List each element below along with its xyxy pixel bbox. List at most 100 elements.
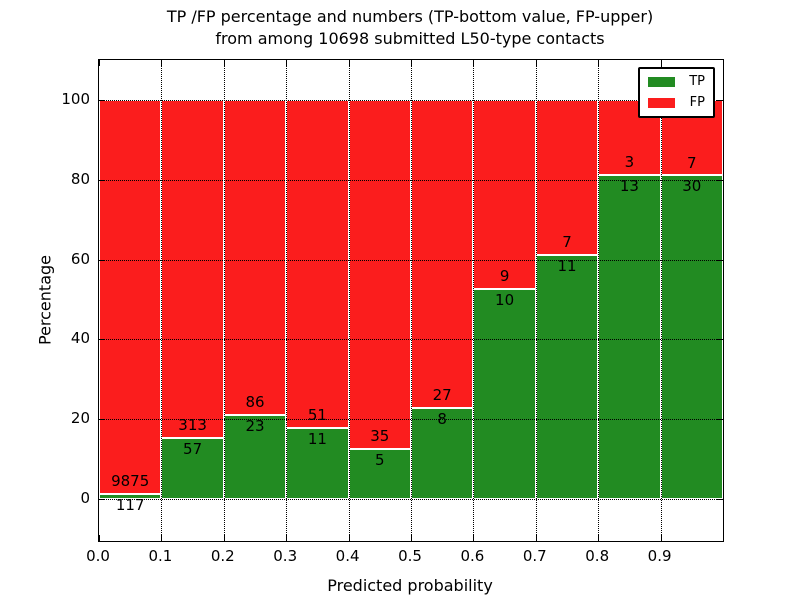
fp-count-label: 27 xyxy=(432,385,452,404)
x-tickmark xyxy=(348,535,350,541)
x-tickmark xyxy=(161,60,163,66)
tp-count-label: 23 xyxy=(245,416,265,435)
vertical-gridline xyxy=(598,60,600,541)
tp-count-label: 13 xyxy=(619,176,639,195)
y-tickmark xyxy=(717,499,723,500)
vertical-gridline xyxy=(286,60,288,541)
x-tickmark xyxy=(223,60,225,66)
x-tick-label: 0.7 xyxy=(522,547,547,565)
chart-title-line2: from among 10698 submitted L50-type cont… xyxy=(215,29,605,48)
chart-title-line1: TP /FP percentage and numbers (TP-bottom… xyxy=(166,7,654,26)
x-tickmark xyxy=(223,535,225,541)
fp-bar-segment xyxy=(473,100,536,289)
legend-label-fp: FP xyxy=(689,95,705,110)
legend-entry-tp: TP xyxy=(648,74,705,89)
fp-bar-segment xyxy=(535,100,599,256)
fp-bar-segment xyxy=(99,100,162,495)
tp-bar-segment xyxy=(473,289,536,499)
fp-bar-segment xyxy=(286,100,349,429)
x-tickmark xyxy=(99,60,100,66)
vertical-gridline xyxy=(660,60,662,541)
fp-count-label: 35 xyxy=(370,427,390,446)
fp-count-label: 9875 xyxy=(111,472,150,491)
vertical-gridline xyxy=(223,60,225,541)
tp-bar-segment xyxy=(99,494,162,499)
x-tick-label: 0.4 xyxy=(335,547,360,565)
legend-entry-fp: FP xyxy=(648,95,705,110)
x-tickmark xyxy=(411,535,412,541)
tp-bar-segment xyxy=(286,428,349,499)
x-tickmark xyxy=(99,535,100,541)
fp-count-label: 7 xyxy=(687,153,697,172)
vertical-gridline xyxy=(535,60,537,541)
fp-count-label: 7 xyxy=(562,233,572,252)
y-tickmark xyxy=(717,259,723,261)
fp-bar-segment xyxy=(411,100,474,408)
x-tick-label: 0.0 xyxy=(86,547,110,565)
fp-swatch-icon xyxy=(648,97,675,108)
x-tickmark xyxy=(286,60,288,66)
tp-bar-segment xyxy=(161,437,224,499)
tp-bar-segment xyxy=(660,175,723,499)
tp-bar-segment xyxy=(535,255,599,499)
x-axis-label: Predicted probability xyxy=(327,576,493,595)
y-tickmark xyxy=(717,179,723,181)
y-tickmark xyxy=(99,100,105,101)
y-tick-label: 0 xyxy=(80,489,90,507)
plot-area: TP FP 9875 117 313 57 86 23 51 11 35 5 27 8 9 10 7 11 3 1… xyxy=(98,59,724,542)
y-tickmark xyxy=(717,419,723,421)
x-tickmark xyxy=(473,60,475,66)
x-tickmark xyxy=(161,535,163,541)
x-tickmark xyxy=(598,535,600,541)
fp-count-label: 51 xyxy=(307,406,327,425)
tp-bar-segment xyxy=(348,449,411,499)
y-tickmark xyxy=(99,179,105,181)
tp-count-label: 8 xyxy=(437,409,447,428)
tp-count-label: 11 xyxy=(557,257,577,276)
y-tick-label: 60 xyxy=(70,249,90,268)
tp-count-label: 11 xyxy=(307,430,327,449)
tp-swatch-icon xyxy=(648,76,675,87)
y-tickmark xyxy=(717,339,723,341)
y-tickmark xyxy=(99,419,105,421)
y-tick-label: 80 xyxy=(70,169,90,188)
x-tickmark xyxy=(473,535,475,541)
tp-bar-segment xyxy=(598,174,661,499)
y-tickmark xyxy=(99,499,105,500)
fp-bar-segment xyxy=(348,100,411,450)
chart-title: TP /FP percentage and numbers (TP-bottom… xyxy=(98,6,722,50)
x-tickmark xyxy=(411,60,412,66)
x-tick-label: 0.8 xyxy=(585,547,610,565)
tp-count-label: 57 xyxy=(183,439,203,458)
fp-count-label: 9 xyxy=(499,267,510,285)
tp-count-label: 117 xyxy=(115,496,145,515)
x-tickmark xyxy=(598,60,600,66)
x-tickmark xyxy=(660,60,662,66)
x-tickmark xyxy=(348,60,350,66)
y-tickmark xyxy=(99,339,105,341)
y-tickmark xyxy=(99,259,105,261)
x-tick-label: 0.6 xyxy=(460,547,485,565)
x-tick-label: 0.1 xyxy=(148,547,173,565)
tp-count-label: 10 xyxy=(495,291,515,309)
x-tickmark xyxy=(535,60,537,66)
fp-count-label: 313 xyxy=(178,415,207,434)
x-tick-label: 0.5 xyxy=(398,547,422,565)
y-tick-label: 100 xyxy=(61,90,90,108)
fp-bar-segment xyxy=(223,100,287,415)
x-tick-label: 0.9 xyxy=(647,547,672,565)
tp-count-label: 5 xyxy=(375,451,385,470)
y-tickmark xyxy=(717,100,723,101)
x-tickmark xyxy=(286,535,288,541)
tp-count-label: 30 xyxy=(682,177,702,196)
x-tick-label: 0.2 xyxy=(210,547,235,565)
fp-count-label: 86 xyxy=(245,392,265,411)
y-tick-label: 20 xyxy=(70,409,90,428)
vertical-gridline xyxy=(161,60,163,541)
legend: TP FP xyxy=(638,67,715,118)
x-tickmark xyxy=(535,535,537,541)
vertical-gridline xyxy=(411,60,412,541)
x-tickmark xyxy=(660,535,662,541)
fp-count-label: 3 xyxy=(624,152,635,171)
